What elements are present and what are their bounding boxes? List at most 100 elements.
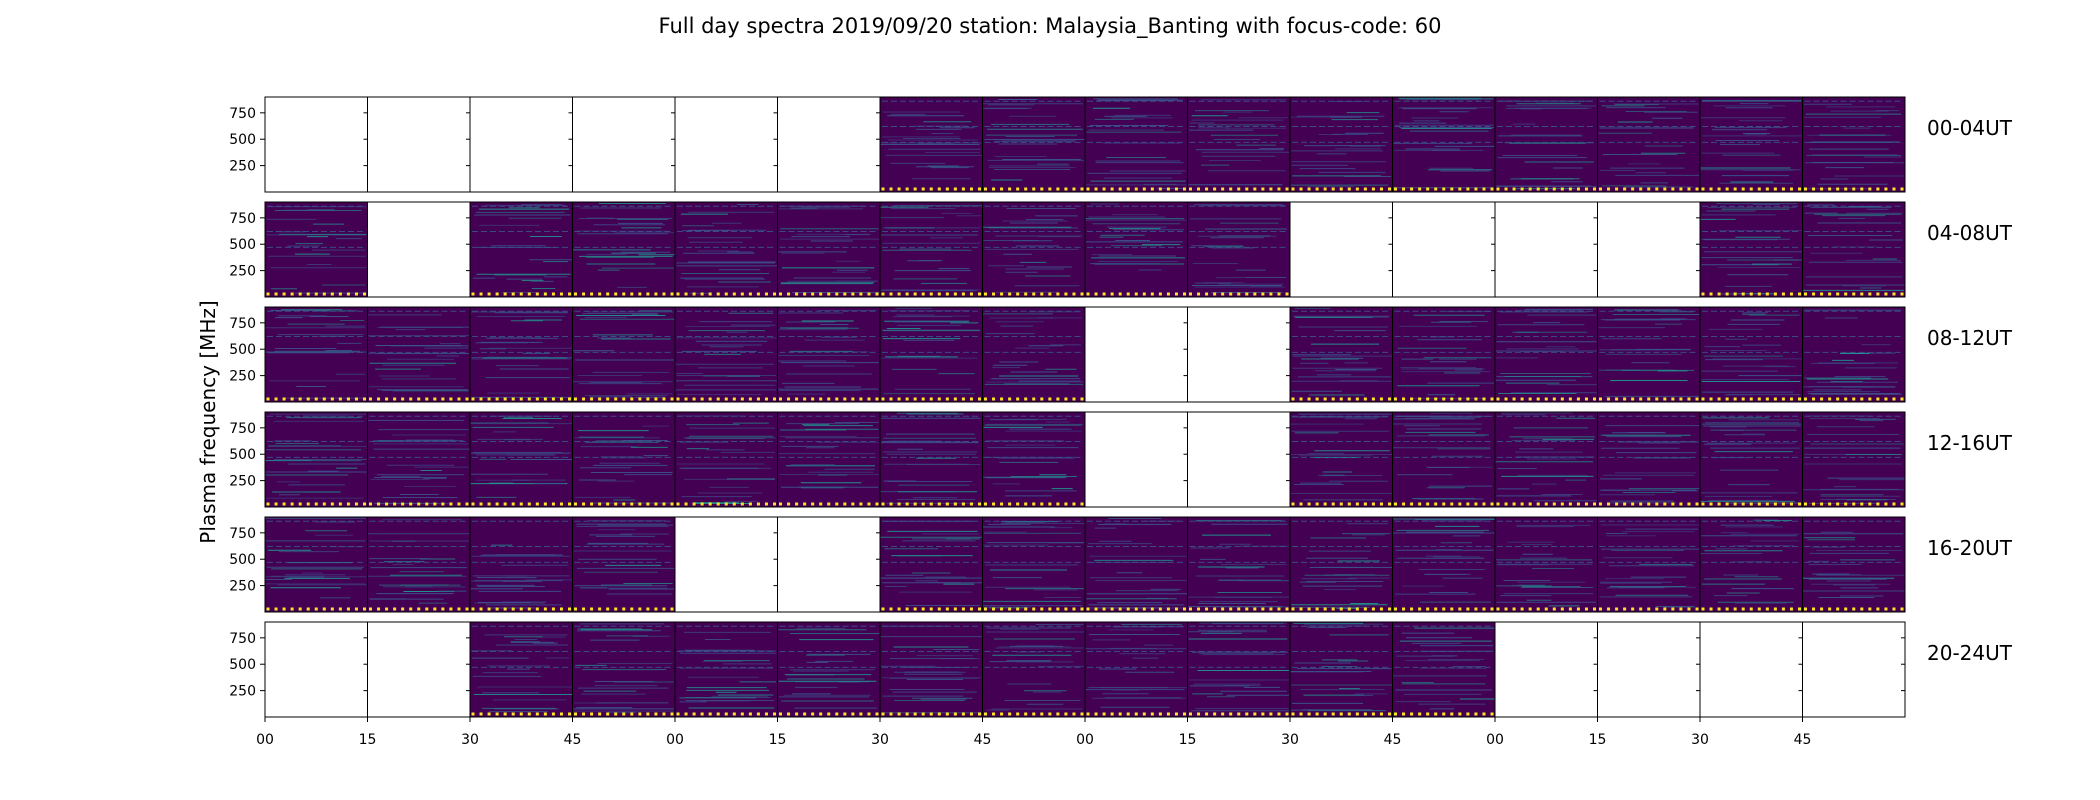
spectrum-panel (674, 621, 778, 718)
marker-dot (1671, 607, 1675, 611)
marker-dot (1307, 607, 1311, 611)
spectrum-panel (1392, 411, 1496, 508)
marker-dot (881, 187, 885, 191)
marker-dot (921, 187, 925, 191)
spectrum-panel (1187, 621, 1291, 718)
spectrum-lines (470, 520, 573, 611)
marker-dot (1371, 607, 1375, 611)
spectrum-panel (264, 516, 368, 613)
marker-dot (1323, 502, 1327, 506)
marker-dot (487, 712, 491, 716)
marker-dot (495, 292, 499, 296)
spectrum-background (1597, 97, 1700, 192)
spectrum-lines (1392, 97, 1495, 191)
marker-dot (1331, 502, 1335, 506)
spectrum-panel (674, 516, 778, 613)
marker-dot (1032, 292, 1036, 296)
marker-dot (1607, 187, 1611, 191)
marker-dot (851, 292, 855, 296)
spectrum-background (1700, 202, 1803, 297)
spectrum-panel (982, 96, 1086, 193)
marker-dot (1593, 502, 1596, 506)
marker-dot (1844, 502, 1848, 506)
marker-dot (471, 712, 475, 716)
marker-dot (1291, 502, 1295, 506)
spectrum-panel (1392, 201, 1496, 298)
marker-dot (795, 712, 799, 716)
spectrum-lines (1700, 203, 1803, 296)
marker-dot (913, 712, 917, 716)
spectrum-panel (1289, 621, 1393, 718)
spectrum-lines (880, 100, 982, 191)
marker-dot (298, 397, 302, 401)
marker-dot (1410, 502, 1414, 506)
marker-dot (1315, 607, 1319, 611)
marker-dot (1798, 292, 1801, 296)
marker-dot (1158, 712, 1162, 716)
marker-dot (1331, 607, 1335, 611)
marker-dot (441, 607, 445, 611)
marker-dot (1733, 187, 1737, 191)
marker-dot (1064, 292, 1068, 296)
marker-dot (1749, 607, 1753, 611)
spectrum-lines (983, 205, 1084, 296)
marker-dot (716, 397, 720, 401)
marker-dot (1900, 607, 1904, 611)
marker-dot (859, 712, 863, 716)
marker-dot (1379, 607, 1383, 611)
spectrum-lines (1188, 99, 1290, 191)
marker-dot (638, 607, 642, 611)
marker-dot (1717, 502, 1721, 506)
marker-dot (654, 397, 658, 401)
marker-dot (1733, 292, 1737, 296)
marker-dot (568, 607, 571, 611)
marker-dot (559, 607, 563, 611)
marker-dot (1781, 292, 1785, 296)
marker-dot (1544, 502, 1548, 506)
marker-dot (875, 397, 879, 401)
spectrum-background (367, 517, 470, 612)
marker-dot (969, 502, 973, 506)
marker-dot (614, 292, 618, 296)
marker-dot (835, 292, 839, 296)
marker-dot (369, 397, 372, 401)
marker-dot (1789, 292, 1793, 296)
spectrum-lines (984, 623, 1085, 716)
marker-dot (495, 397, 499, 401)
marker-dot (1466, 502, 1470, 506)
marker-dot (1593, 187, 1596, 191)
marker-dot (1852, 292, 1856, 296)
marker-dot (298, 292, 302, 296)
spectrum-panel (1597, 306, 1701, 403)
marker-dot (1679, 397, 1683, 401)
marker-dot (692, 397, 696, 401)
marker-dot (527, 607, 531, 611)
spectrum-panel (674, 201, 778, 298)
marker-dot (471, 397, 475, 401)
marker-dot (1528, 187, 1532, 191)
marker-dot (992, 712, 996, 716)
marker-dot (346, 502, 350, 506)
marker-dot (1798, 187, 1801, 191)
marker-dot (574, 292, 577, 296)
marker-dot (740, 502, 744, 506)
marker-dot (1450, 712, 1454, 716)
marker-dot (582, 502, 586, 506)
marker-dot (568, 712, 571, 716)
marker-dot (1741, 607, 1745, 611)
marker-dot (646, 292, 650, 296)
spectrum-lines (778, 625, 880, 716)
marker-dot (1221, 607, 1225, 611)
marker-dot (1315, 712, 1319, 716)
marker-dot (1183, 607, 1186, 611)
marker-dot (441, 397, 445, 401)
marker-dot (1820, 397, 1824, 401)
marker-dot (654, 607, 658, 611)
marker-dot (471, 502, 475, 506)
marker-dot (1086, 607, 1090, 611)
marker-dot (1205, 712, 1209, 716)
spectrum-panel (1494, 411, 1598, 508)
spectrum-panel (1084, 621, 1188, 718)
spectrum-panel (572, 306, 676, 403)
marker-dot (1245, 712, 1249, 716)
